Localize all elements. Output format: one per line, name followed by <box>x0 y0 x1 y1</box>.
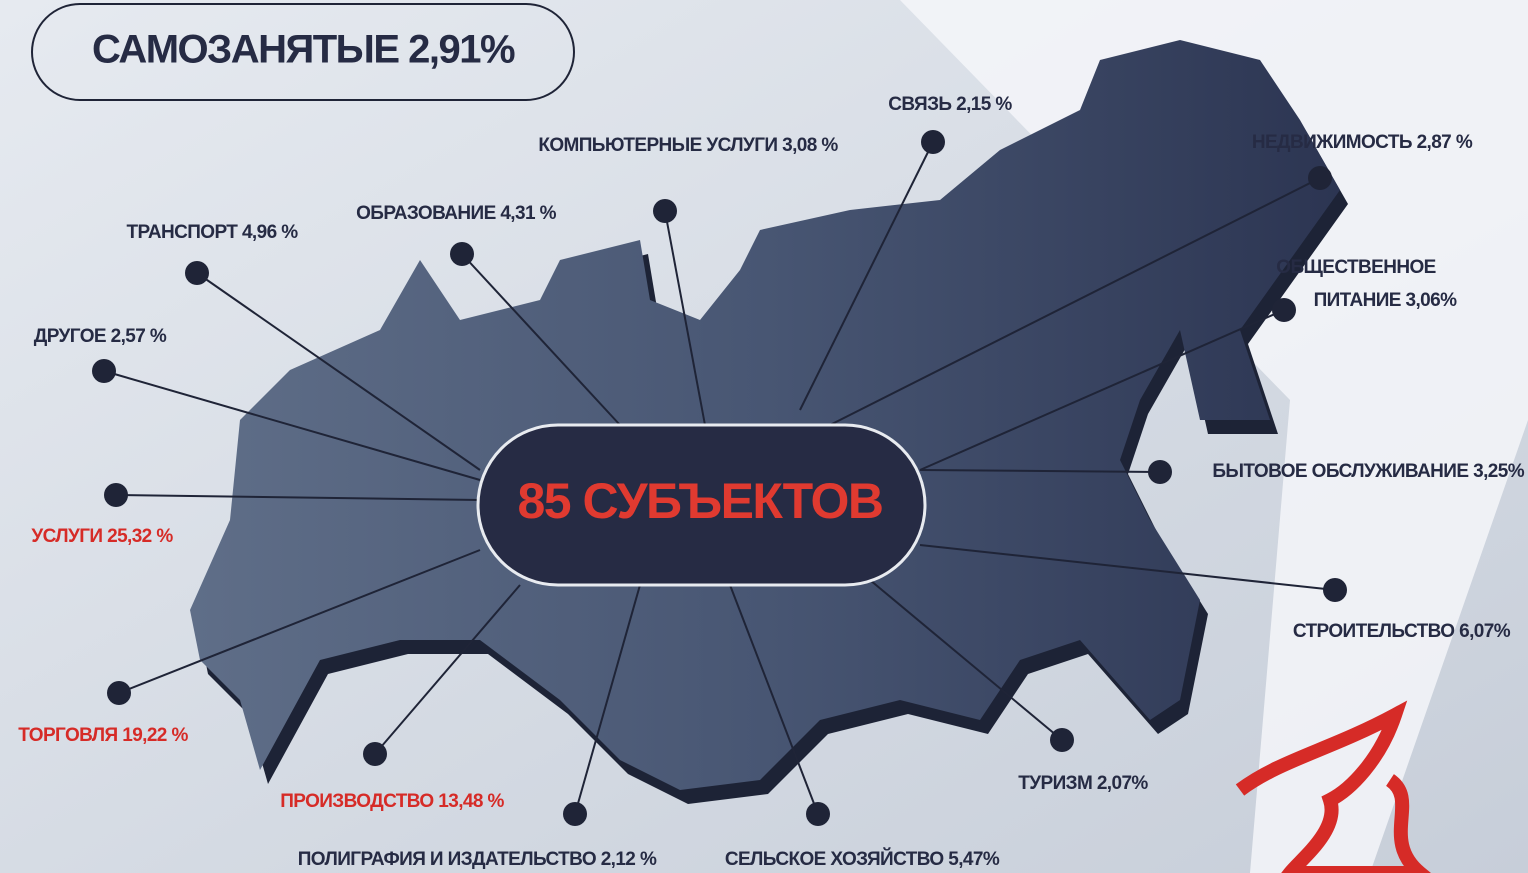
category-label: НЕДВИЖИМОСТЬ 2,87 % <box>1252 132 1473 153</box>
category-label: ПИТАНИЕ 3,06% <box>1314 290 1458 311</box>
marker-dot <box>1308 166 1332 190</box>
category-label: ПРОИЗВОДСТВО 13,48 % <box>280 791 504 812</box>
marker-dot <box>185 261 209 285</box>
connector-line <box>919 544 1336 591</box>
labels: СВЯЗЬ 2,15 % КОМПЬЮТЕРНЫЕ УСЛУГИ 3,08 % НЕ… <box>18 94 1525 870</box>
category-label: ПОЛИГРАФИЯ И ИЗДАТЕЛЬСТВО 2,12 % <box>298 849 657 870</box>
connector-line <box>799 141 934 411</box>
marker-dot <box>1148 460 1172 484</box>
marker-dot <box>1050 728 1074 752</box>
connector-line <box>729 584 819 815</box>
connector-line <box>919 469 1161 473</box>
connector-line <box>869 579 1063 741</box>
marker-dot <box>1272 298 1296 322</box>
center-pill <box>476 423 927 587</box>
category-label: БЫТОВОЕ ОБСЛУЖИВАНИЕ 3,25% <box>1212 461 1524 482</box>
marker-dot <box>1323 578 1347 602</box>
category-label: ТУРИЗМ 2,07% <box>1018 773 1148 794</box>
category-label: ОБЩЕСТВЕННОЕ <box>1276 257 1435 278</box>
connector-line <box>103 370 481 481</box>
category-label: ТРАНСПОРТ 4,96 % <box>126 222 298 243</box>
center-label: 85 СУБЪЕКТОВ <box>518 473 883 529</box>
category-label: ТОРГОВЛЯ 19,22 % <box>18 725 188 746</box>
marker-dot <box>363 742 387 766</box>
marker-dot <box>107 681 131 705</box>
category-label: КОМПЬЮТЕРНЫЕ УСЛУГИ 3,08 % <box>538 135 838 156</box>
connectors <box>92 130 1347 826</box>
highlight <box>900 0 1528 873</box>
connector-line <box>574 584 641 815</box>
connector-line <box>374 584 521 755</box>
marker-dot <box>563 802 587 826</box>
category-label: ДРУГОЕ 2,57 % <box>34 326 167 347</box>
map-russia <box>190 40 1340 790</box>
marker-dot <box>92 359 116 383</box>
marker-dot <box>921 130 945 154</box>
category-label: УСЛУГИ 25,32 % <box>31 526 173 547</box>
category-label: ОБРАЗОВАНИЕ 4,31 % <box>356 203 556 224</box>
connector-line <box>461 253 621 426</box>
marker-dot <box>653 199 677 223</box>
title-pill <box>31 3 575 101</box>
connector-line <box>829 177 1321 426</box>
title: САМОЗАНЯТЫЕ 2,91% <box>92 28 515 72</box>
category-label: СЕЛЬСКОЕ ХОЗЯЙСТВО 5,47% <box>725 848 1000 870</box>
marker-dot <box>806 802 830 826</box>
connector-line <box>118 549 481 694</box>
category-label: СВЯЗЬ 2,15 % <box>888 94 1012 115</box>
logo <box>1235 700 1431 873</box>
marker-dot <box>450 242 474 266</box>
connector-line <box>115 494 481 501</box>
connector-line <box>664 210 706 426</box>
marker-dot <box>104 483 128 507</box>
connector-line <box>919 309 1285 471</box>
category-label: СТРОИТЕЛЬСТВО 6,07% <box>1293 621 1511 642</box>
connector-line <box>196 272 481 471</box>
